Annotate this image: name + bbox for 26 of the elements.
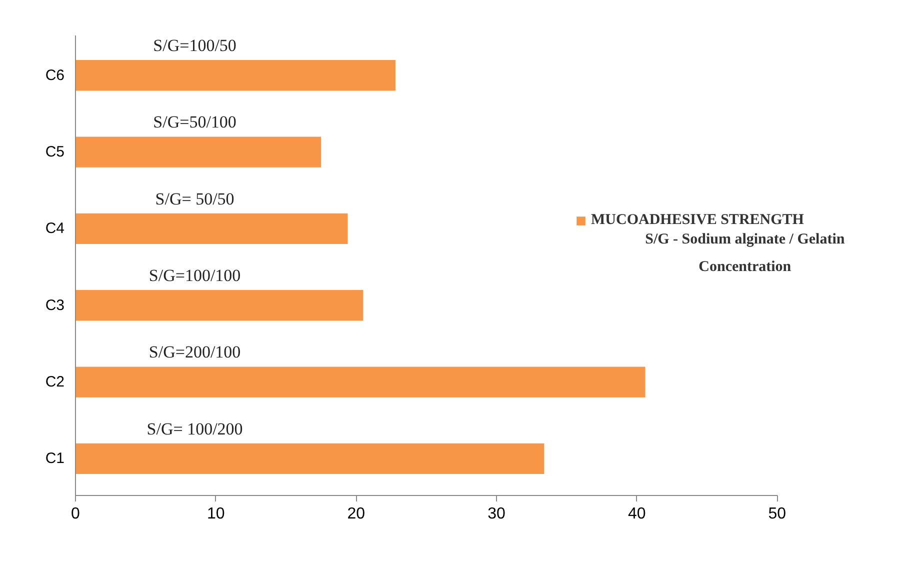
y-tick-label: C5 xyxy=(45,144,65,161)
x-tick-label: 0 xyxy=(71,506,80,522)
y-tick-label: C2 xyxy=(45,374,65,391)
annotation: S/G= 50/50 xyxy=(155,189,234,208)
bar xyxy=(76,366,646,398)
bar xyxy=(76,213,348,244)
x-tick-label: 40 xyxy=(628,506,646,522)
legend-label: MUCOADHESIVE STRENGTH xyxy=(591,212,804,229)
bar xyxy=(76,443,544,474)
annotation: S/G=200/100 xyxy=(148,342,241,362)
annotation: S/G=100/100 xyxy=(148,266,241,285)
y-tick-label: C3 xyxy=(45,296,65,314)
y-tick-label: C4 xyxy=(45,220,65,238)
annotation: S/G=100/50 xyxy=(153,36,236,55)
bar xyxy=(76,136,322,168)
annotation: S/G=50/100 xyxy=(153,112,236,132)
y-tick-label: C6 xyxy=(45,66,65,84)
x-tick-label: 50 xyxy=(768,506,786,522)
bar xyxy=(76,60,396,91)
bar xyxy=(76,290,364,321)
annotation: S/G= 100/200 xyxy=(146,419,243,438)
x-tick-label: 30 xyxy=(488,506,506,522)
x-tick-label: 20 xyxy=(347,506,366,522)
x-tick-label: 10 xyxy=(206,506,225,522)
annotation: S/G - Sodium alginate / Gelatin Concentration xyxy=(645,231,846,276)
y-tick-label: C1 xyxy=(45,450,65,468)
